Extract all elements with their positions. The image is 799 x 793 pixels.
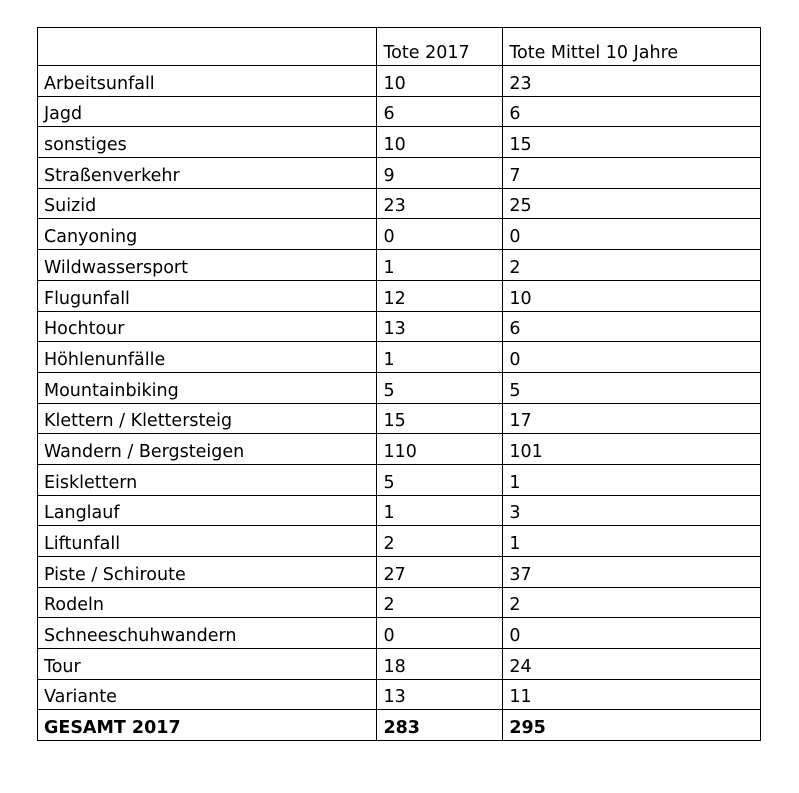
row-label: Rodeln: [36, 586, 378, 619]
value-cell: 2: [502, 586, 761, 619]
value-cell: 283: [376, 709, 504, 742]
data-row: Piste / Schiroute 27 37: [36, 556, 761, 588]
value-cell: 10: [376, 65, 504, 97]
data-row: Straßenverkehr 9 7: [36, 157, 761, 189]
row-label: sonstiges: [36, 126, 378, 159]
data-table: Tote 2017 Tote Mittel 10 Jahre Arbeitsun…: [36, 27, 761, 742]
value-cell: 17: [502, 402, 761, 435]
value-cell: 23: [502, 65, 761, 97]
table-body: Tote 2017 Tote Mittel 10 Jahre Arbeitsun…: [36, 27, 761, 742]
data-row: Schneeschuhwandern 0 0: [36, 617, 761, 650]
row-label: Schneeschuhwandern: [36, 617, 378, 650]
row-label: Arbeitsunfall: [36, 65, 378, 97]
data-row: Suizid 23 25: [36, 187, 761, 220]
value-cell: 1: [502, 525, 761, 557]
data-row: Wildwassersport 1 2: [36, 249, 761, 281]
value-cell: 2: [376, 586, 504, 619]
row-label: Klettern / Klettersteig: [36, 402, 378, 435]
row-label: Hochtour: [36, 310, 378, 343]
header-cell: Tote 2017: [376, 27, 504, 66]
value-cell: 12: [376, 279, 504, 312]
value-cell: 0: [502, 617, 761, 650]
value-cell: 18: [376, 648, 504, 680]
data-row: Jagd 6 6: [36, 95, 761, 128]
value-cell: 0: [502, 218, 761, 251]
row-label: Variante: [36, 678, 378, 711]
value-cell: 1: [376, 249, 504, 281]
value-cell: 5: [376, 371, 504, 404]
value-cell: 0: [376, 218, 504, 251]
data-row: Klettern / Klettersteig 15 17: [36, 402, 761, 435]
row-label: Jagd: [36, 95, 378, 128]
row-label: Piste / Schiroute: [36, 556, 378, 588]
value-cell: 5: [502, 371, 761, 404]
value-cell: 1: [376, 341, 504, 373]
value-cell: 295: [502, 709, 761, 742]
data-row: Variante 13 11: [36, 678, 761, 711]
value-cell: 7: [502, 157, 761, 189]
header-row: Tote 2017 Tote Mittel 10 Jahre: [36, 27, 761, 66]
data-row: Liftunfall 2 1: [36, 525, 761, 557]
value-cell: 2: [502, 249, 761, 281]
row-label: Wildwassersport: [36, 249, 378, 281]
value-cell: 0: [502, 341, 761, 373]
row-label: Tour: [36, 648, 378, 680]
data-row: Tour 18 24: [36, 648, 761, 680]
row-label: Straßenverkehr: [36, 157, 378, 189]
data-row: Mountainbiking 5 5: [36, 371, 761, 404]
value-cell: 10: [502, 279, 761, 312]
value-cell: 27: [376, 556, 504, 588]
row-label: Wandern / Bergsteigen: [36, 433, 378, 465]
data-row: Canyoning 0 0: [36, 218, 761, 251]
row-label: Liftunfall: [36, 525, 378, 557]
value-cell: 9: [376, 157, 504, 189]
value-cell: 6: [376, 95, 504, 128]
data-row: Eisklettern 5 1: [36, 463, 761, 496]
data-row: Flugunfall 12 10: [36, 279, 761, 312]
row-label: Canyoning: [36, 218, 378, 251]
data-row: Wandern / Bergsteigen 110 101: [36, 433, 761, 465]
value-cell: 6: [502, 310, 761, 343]
header-cell: Tote Mittel 10 Jahre: [502, 27, 761, 66]
data-row: sonstiges 10 15: [36, 126, 761, 159]
value-cell: 10: [376, 126, 504, 159]
value-cell: 2: [376, 525, 504, 557]
value-cell: 0: [376, 617, 504, 650]
value-cell: 6: [502, 95, 761, 128]
value-cell: 3: [502, 494, 761, 527]
empty-cell: [36, 27, 378, 66]
value-cell: 23: [376, 187, 504, 220]
data-row: Rodeln 2 2: [36, 586, 761, 619]
value-cell: 13: [376, 310, 504, 343]
value-cell: 24: [502, 648, 761, 680]
data-row: Hochtour 13 6: [36, 310, 761, 343]
value-cell: 13: [376, 678, 504, 711]
value-cell: 101: [502, 433, 761, 465]
data-row: Höhlenunfälle 1 0: [36, 341, 761, 373]
row-label: Höhlenunfälle: [36, 341, 378, 373]
row-label: Suizid: [36, 187, 378, 220]
row-label: Flugunfall: [36, 279, 378, 312]
data-row: Arbeitsunfall 10 23: [36, 65, 761, 97]
value-cell: 5: [376, 463, 504, 496]
value-cell: 1: [376, 494, 504, 527]
row-label: Langlauf: [36, 494, 378, 527]
value-cell: 25: [502, 187, 761, 220]
value-cell: 37: [502, 556, 761, 588]
value-cell: 15: [502, 126, 761, 159]
value-cell: 11: [502, 678, 761, 711]
value-cell: 110: [376, 433, 504, 465]
data-row: Langlauf 1 3: [36, 494, 761, 527]
total-row: GESAMT 2017 283 295: [36, 709, 761, 742]
row-label: Mountainbiking: [36, 371, 378, 404]
value-cell: 15: [376, 402, 504, 435]
value-cell: 1: [502, 463, 761, 496]
row-label: Eisklettern: [36, 463, 378, 496]
row-label: GESAMT 2017: [36, 709, 378, 742]
